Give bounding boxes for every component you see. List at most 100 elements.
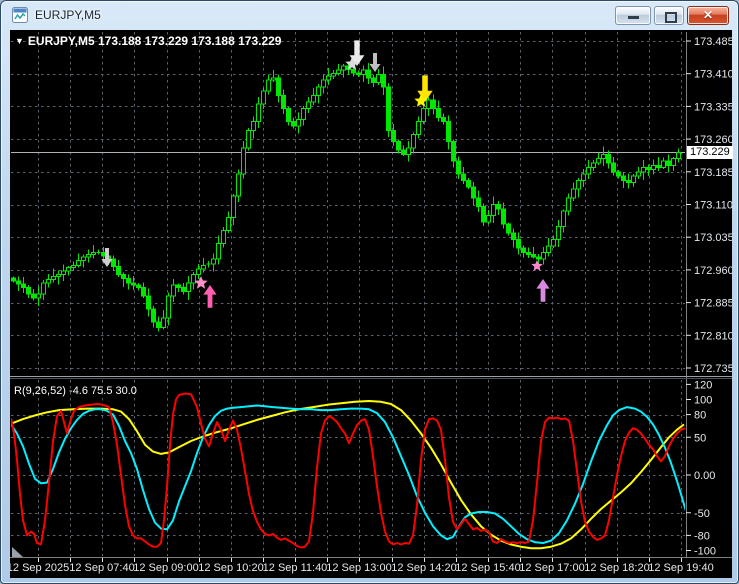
time-tick-label: 12 Sep 18:20 (584, 562, 649, 574)
pane-separators (10, 32, 732, 558)
candlesticks (11, 61, 681, 332)
candle-body (66, 267, 71, 272)
title-bar[interactable]: EURJPY,M5 ✕ (1, 1, 738, 29)
indicator-lines (11, 392, 685, 550)
price-tick-label: 173.485 (694, 36, 732, 48)
candle-body (361, 69, 366, 76)
candle-body (551, 238, 556, 247)
price-tick-label: 172.810 (694, 330, 732, 342)
time-tick-label: 12 Sep 17:00 (519, 562, 584, 574)
candle-body (331, 73, 336, 77)
sell-arrow-4-star-icon[interactable] (414, 94, 428, 107)
chart-canvas[interactable]: 173.485 173.410 173.335 173.260 173.185 173.1… (10, 30, 732, 578)
candle-body (571, 188, 576, 199)
candle-body (131, 282, 136, 286)
candle-body (111, 258, 116, 267)
close-button[interactable]: ✕ (687, 6, 729, 25)
candle-body (46, 278, 51, 284)
pane-resize-grip[interactable] (12, 547, 23, 557)
price-tick-label: 173.335 (694, 101, 732, 113)
time-tick-label: 12 Sep 14:20 (391, 562, 456, 574)
candle-body (631, 175, 636, 184)
candle-body (21, 283, 26, 288)
candle-body (521, 247, 526, 253)
candle-body (626, 180, 631, 184)
candle-body (466, 180, 471, 188)
candle-body (126, 278, 131, 284)
candle-body (221, 230, 226, 245)
candle-body (186, 282, 191, 293)
candle-body (541, 251, 546, 260)
candle-body (171, 284, 176, 297)
indicator-tick-label: 100 (694, 395, 712, 407)
candle-body (616, 171, 621, 177)
indicator-tick-label: 80 (694, 410, 706, 422)
candle-body (246, 129, 251, 149)
buy-arrow-2[interactable] (536, 279, 550, 302)
sell-arrow-1[interactable] (101, 248, 113, 267)
candle-body (556, 225, 561, 240)
candle-body (491, 204, 496, 216)
candle-body (156, 321, 161, 328)
candle-body (581, 173, 586, 182)
candle-body (211, 258, 216, 265)
candle-body (401, 149, 406, 155)
candle-body (281, 95, 286, 110)
time-tick-label: 12 Sep 09:00 (133, 562, 198, 574)
buy-arrow-1[interactable] (203, 285, 217, 308)
close-icon: ✕ (702, 8, 714, 22)
indicator-tick-label: 0.00 (694, 470, 715, 482)
buy-arrow-2-icon (536, 279, 550, 302)
candle-body (141, 286, 146, 297)
price-tick-label: 172.885 (694, 298, 732, 310)
sell-arrow-2-star-icon[interactable] (345, 57, 359, 70)
candle-body (301, 108, 306, 120)
time-tick-label: 12 Sep 15:40 (455, 562, 520, 574)
candle-body (146, 295, 151, 310)
candle-body (481, 206, 486, 223)
candle-body (531, 254, 536, 258)
candle-body (596, 158, 601, 164)
candle-body (546, 245, 551, 253)
buy-arrow-2-star-icon[interactable] (531, 260, 543, 271)
candle-body (121, 273, 126, 280)
chart-client-area[interactable]: 173.485 173.410 173.335 173.260 173.185 173.1… (10, 30, 733, 578)
candle-body (526, 251, 531, 256)
candle-body (621, 175, 626, 182)
candle-body (356, 72, 361, 76)
minimize-button[interactable] (615, 6, 651, 25)
candle-body (176, 284, 181, 288)
candle-body (116, 265, 121, 275)
candle-body (81, 256, 86, 261)
candle-body (56, 273, 61, 277)
indicator-tick-label: -100 (694, 546, 716, 558)
candle-body (501, 208, 506, 225)
price-tick-label: 173.260 (694, 134, 732, 146)
buy-arrow-1-star-icon[interactable] (194, 276, 208, 289)
candle-body (426, 99, 431, 110)
sell-arrow-3[interactable] (369, 53, 381, 72)
indicator-axis[interactable]: 120 100 80 50 0.00 -50 -80 -100 (686, 379, 716, 558)
minimize-icon (628, 16, 639, 19)
sell-arrow-2[interactable] (349, 40, 365, 66)
time-tick-label: 12 Sep 07:40 (69, 562, 134, 574)
candle-body (381, 74, 386, 88)
indicator-label: R(9,26,52) -4.6 75.5 30.0 (14, 385, 137, 397)
candle-body (291, 121, 296, 127)
price-tick-label: 172.735 (694, 363, 732, 375)
grid (11, 32, 685, 556)
candle-body (136, 284, 141, 288)
sell-arrow-3-icon (369, 53, 381, 72)
restore-icon (665, 12, 677, 23)
price-axis[interactable]: 173.485 173.410 173.335 173.260 173.185 173.1… (686, 36, 732, 375)
candle-body (326, 75, 331, 81)
candle-body (181, 286, 186, 293)
candle-body (641, 166, 646, 173)
time-tick-label: 12 Sep 13:00 (326, 562, 391, 574)
candle-body (661, 160, 666, 168)
candle-body (71, 265, 76, 269)
restore-button[interactable] (654, 6, 684, 25)
candle-body (611, 162, 616, 173)
candle-body (341, 65, 346, 71)
